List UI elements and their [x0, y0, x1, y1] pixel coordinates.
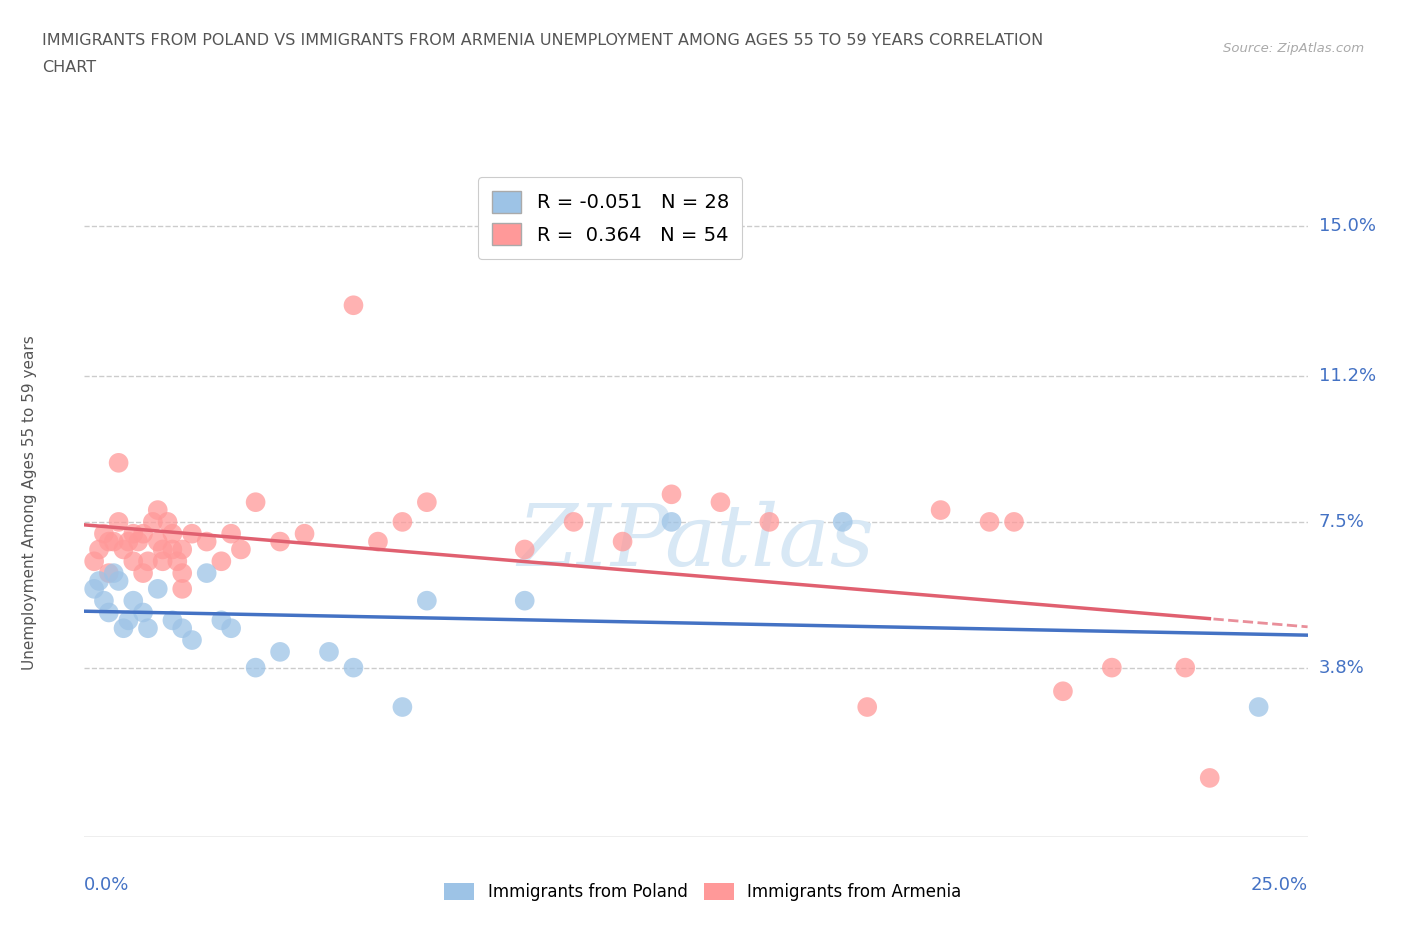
Point [162, 542, 184, 557]
Point [97, 565, 120, 580]
Text: IMMIGRANTS FROM POLAND VS IMMIGRANTS FROM ARMENIA UNEMPLOYMENT AMONG AGES 55 TO : IMMIGRANTS FROM POLAND VS IMMIGRANTS FRO… [42, 33, 1043, 47]
Point [93, 526, 115, 541]
Legend: R = -0.051   N = 28, R =  0.364   N = 54: R = -0.051 N = 28, R = 0.364 N = 54 [478, 177, 742, 259]
Point [709, 495, 731, 510]
Point [612, 534, 634, 549]
Point [661, 514, 683, 529]
Point [269, 644, 291, 659]
Point [127, 534, 149, 549]
Point [132, 526, 155, 541]
Point [219, 621, 242, 636]
Text: 11.2%: 11.2% [1319, 367, 1376, 385]
Point [245, 660, 267, 675]
Point [342, 298, 364, 312]
Point [195, 534, 218, 549]
Point [132, 565, 155, 580]
Point [513, 593, 536, 608]
Point [229, 542, 252, 557]
Point [367, 534, 389, 549]
Point [1052, 684, 1074, 698]
Point [195, 565, 218, 580]
Text: Source: ZipAtlas.com: Source: ZipAtlas.com [1223, 42, 1364, 55]
Point [929, 502, 952, 517]
Point [172, 621, 194, 636]
Point [245, 495, 267, 510]
Point [209, 613, 232, 628]
Point [318, 644, 340, 659]
Point [416, 495, 439, 510]
Point [172, 565, 194, 580]
Point [152, 554, 174, 569]
Point [219, 526, 242, 541]
Point [856, 699, 879, 714]
Point [83, 581, 105, 596]
Point [132, 605, 155, 620]
Point [107, 514, 129, 529]
Point [416, 593, 439, 608]
Point [117, 613, 139, 628]
Point [294, 526, 316, 541]
Point [146, 502, 169, 517]
Point [136, 554, 159, 569]
Point [1101, 660, 1123, 675]
Point [103, 565, 125, 580]
Point [156, 514, 179, 529]
Point [661, 487, 683, 502]
Point [136, 621, 159, 636]
Point [1198, 770, 1220, 785]
Point [87, 542, 110, 557]
Point [1002, 514, 1025, 529]
Point [831, 514, 853, 529]
Point [103, 534, 125, 549]
Point [181, 526, 204, 541]
Point [162, 526, 184, 541]
Text: 25.0%: 25.0% [1250, 876, 1308, 894]
Point [112, 542, 135, 557]
Point [146, 581, 169, 596]
Text: Unemployment Among Ages 55 to 59 years: Unemployment Among Ages 55 to 59 years [22, 335, 37, 670]
Point [513, 542, 536, 557]
Text: 3.8%: 3.8% [1319, 658, 1364, 677]
Point [562, 514, 585, 529]
Text: ZIPatlas: ZIPatlas [517, 501, 875, 584]
Point [112, 621, 135, 636]
Point [122, 526, 145, 541]
Point [391, 514, 413, 529]
Point [1174, 660, 1197, 675]
Point [269, 534, 291, 549]
Point [172, 581, 194, 596]
Point [107, 456, 129, 471]
Text: 0.0%: 0.0% [84, 876, 129, 894]
Point [391, 699, 413, 714]
Point [87, 574, 110, 589]
Point [93, 593, 115, 608]
Legend: Immigrants from Poland, Immigrants from Armenia: Immigrants from Poland, Immigrants from … [437, 876, 969, 908]
Text: 15.0%: 15.0% [1319, 218, 1375, 235]
Point [152, 542, 174, 557]
Point [342, 660, 364, 675]
Point [142, 514, 165, 529]
Text: CHART: CHART [42, 60, 96, 75]
Point [166, 554, 188, 569]
Point [122, 554, 145, 569]
Point [162, 613, 184, 628]
Point [1247, 699, 1270, 714]
Point [83, 554, 105, 569]
Point [146, 534, 169, 549]
Point [117, 534, 139, 549]
Point [758, 514, 780, 529]
Point [209, 554, 232, 569]
Point [122, 593, 145, 608]
Point [107, 574, 129, 589]
Point [172, 542, 194, 557]
Point [97, 605, 120, 620]
Point [979, 514, 1001, 529]
Point [97, 534, 120, 549]
Point [181, 632, 204, 647]
Text: 7.5%: 7.5% [1319, 512, 1365, 531]
